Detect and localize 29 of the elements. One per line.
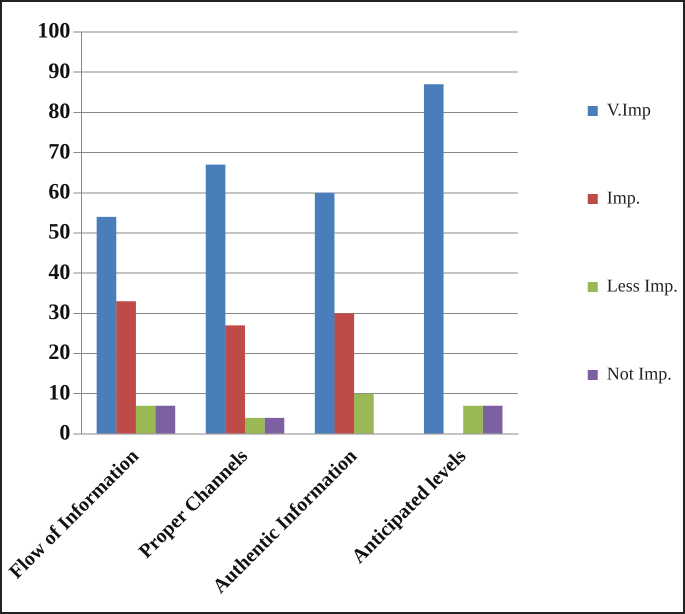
bar — [424, 84, 444, 434]
bar — [264, 418, 284, 434]
y-tick-label: 50 — [48, 218, 70, 244]
bar — [156, 406, 176, 434]
bar — [334, 313, 354, 434]
bar — [482, 406, 502, 434]
bar — [225, 325, 246, 434]
bar — [354, 394, 374, 434]
legend-label: Not Imp. — [606, 364, 672, 384]
y-tick-label: 30 — [48, 299, 70, 324]
y-tick-label: 80 — [48, 98, 70, 124]
y-tick-label: 60 — [48, 178, 70, 204]
y-tick-label: 70 — [48, 138, 70, 164]
y-tick-label: 0 — [59, 420, 70, 445]
y-tick-label: 90 — [48, 58, 70, 83]
bar — [245, 418, 265, 434]
bar — [314, 192, 334, 434]
y-tick-label: 40 — [48, 258, 70, 284]
legend-label: Less Imp. — [606, 276, 678, 296]
bar — [116, 301, 136, 434]
bar — [463, 406, 483, 434]
legend-label: V.Imp — [606, 100, 651, 120]
bar — [96, 216, 116, 434]
legend-label: Imp. — [606, 188, 640, 208]
y-tick-label: 10 — [48, 379, 70, 404]
bar — [136, 406, 156, 434]
y-tick-label: 100 — [37, 18, 70, 43]
bar — [206, 164, 226, 434]
y-tick-label: 20 — [48, 339, 70, 364]
